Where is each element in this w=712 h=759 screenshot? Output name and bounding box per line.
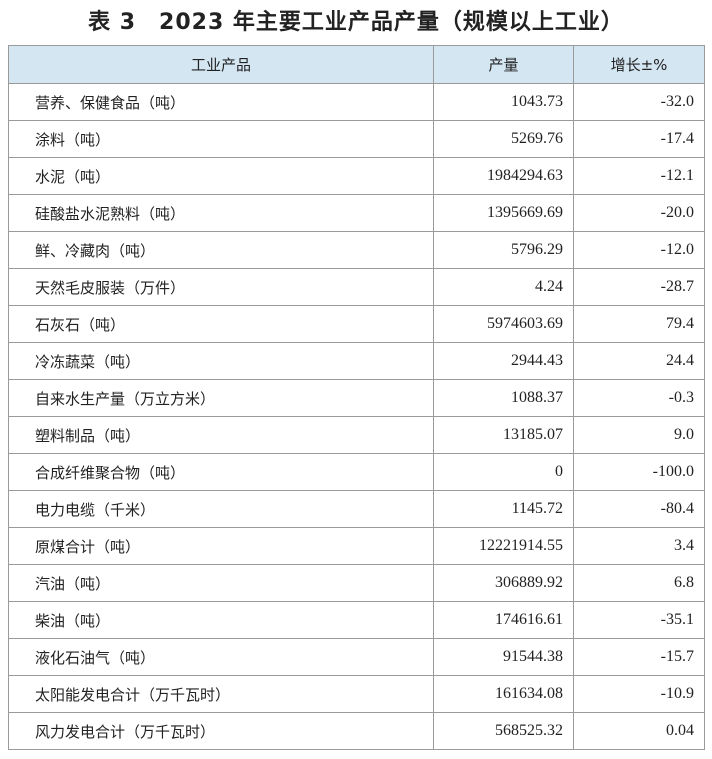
table-row: 合成纤维聚合物（吨） 0 -100.0 [8,453,705,491]
table-row: 天然毛皮服装（万件） 4.24 -28.7 [8,268,705,306]
title: 表 3 2023 年主要工业产品产量（规模以上工业） [88,10,624,35]
output-value: 1984294.63 [433,157,574,195]
growth-rate: 24.4 [573,342,705,380]
product-name: 石灰石（吨） [8,305,434,343]
output-value: 1088.37 [433,379,574,417]
table-row: 涂料（吨） 5269.76 -17.4 [8,120,705,158]
output-value: 5796.29 [433,231,574,269]
product-name: 冷冻蔬菜（吨） [8,342,434,380]
table-row: 自来水生产量（万立方米） 1088.37 -0.3 [8,379,705,417]
product-name: 涂料（吨） [8,120,434,158]
output-value: 174616.61 [433,601,574,639]
product-name: 太阳能发电合计（万千瓦时） [8,675,434,713]
output-value: 1043.73 [433,83,574,121]
product-name: 鲜、冷藏肉（吨） [8,231,434,269]
table: 工业产品 产量 增长±% 营养、保健食品（吨） 1043.73 -32.0 涂料（吨） 52… [8,45,705,750]
table-row: 柴油（吨） 174616.61 -35.1 [8,601,705,639]
table-row: 石灰石（吨） 5974603.69 79.4 [8,305,705,343]
column-header: 增长±% [573,45,705,84]
product-name: 塑料制品（吨） [8,416,434,454]
product-name: 营养、保健食品（吨） [8,83,434,121]
output-value: 5974603.69 [433,305,574,343]
table-row: 冷冻蔬菜（吨） 2944.43 24.4 [8,342,705,380]
growth-rate: -0.3 [573,379,705,417]
column-header: 工业产品 [8,45,434,84]
table-row: 原煤合计（吨） 12221914.55 3.4 [8,527,705,565]
growth-rate: -20.0 [573,194,705,232]
growth-rate: -80.4 [573,490,705,528]
product-name: 电力电缆（千米） [8,490,434,528]
product-name: 柴油（吨） [8,601,434,639]
growth-rate: 6.8 [573,564,705,602]
growth-rate: 0.04 [573,712,705,750]
output-value: 2944.43 [433,342,574,380]
product-name: 硅酸盐水泥熟料（吨） [8,194,434,232]
output-value: 91544.38 [433,638,574,676]
product-name: 水泥（吨） [8,157,434,195]
table-row: 水泥（吨） 1984294.63 -12.1 [8,157,705,195]
growth-rate: 9.0 [573,416,705,454]
product-name: 液化石油气（吨） [8,638,434,676]
table-row: 鲜、冷藏肉（吨） 5796.29 -12.0 [8,231,705,269]
table-row: 硅酸盐水泥熟料（吨） 1395669.69 -20.0 [8,194,705,232]
growth-rate: -28.7 [573,268,705,306]
growth-rate: -100.0 [573,453,705,491]
output-value: 12221914.55 [433,527,574,565]
product-name: 汽油（吨） [8,564,434,602]
product-name: 风力发电合计（万千瓦时） [8,712,434,750]
growth-rate: -10.9 [573,675,705,713]
table-row: 汽油（吨） 306889.92 6.8 [8,564,705,602]
product-name: 原煤合计（吨） [8,527,434,565]
output-value: 4.24 [433,268,574,306]
product-name: 合成纤维聚合物（吨） [8,453,434,491]
product-name: 天然毛皮服装（万件） [8,268,434,306]
growth-rate: 3.4 [573,527,705,565]
output-value: 1145.72 [433,490,574,528]
output-value: 5269.76 [433,120,574,158]
output-value: 13185.07 [433,416,574,454]
output-value: 306889.92 [433,564,574,602]
output-value: 568525.32 [433,712,574,750]
growth-rate: -17.4 [573,120,705,158]
growth-rate: -15.7 [573,638,705,676]
growth-rate: -32.0 [573,83,705,121]
table-row: 电力电缆（千米） 1145.72 -80.4 [8,490,705,528]
table-row: 太阳能发电合计（万千瓦时） 161634.08 -10.9 [8,675,705,713]
output-value: 1395669.69 [433,194,574,232]
output-value: 0 [433,453,574,491]
product-name: 自来水生产量（万立方米） [8,379,434,417]
growth-rate: -35.1 [573,601,705,639]
growth-rate: 79.4 [573,305,705,343]
output-value: 161634.08 [433,675,574,713]
table-row: 塑料制品（吨） 13185.07 9.0 [8,416,705,454]
header-row: 工业产品 产量 增长±% [8,45,705,84]
growth-rate: -12.1 [573,157,705,195]
column-header: 产量 [433,45,574,84]
table-row: 营养、保健食品（吨） 1043.73 -32.0 [8,83,705,121]
table-row: 液化石油气（吨） 91544.38 -15.7 [8,638,705,676]
growth-rate: -12.0 [573,231,705,269]
table-row: 风力发电合计（万千瓦时） 568525.32 0.04 [8,712,705,750]
